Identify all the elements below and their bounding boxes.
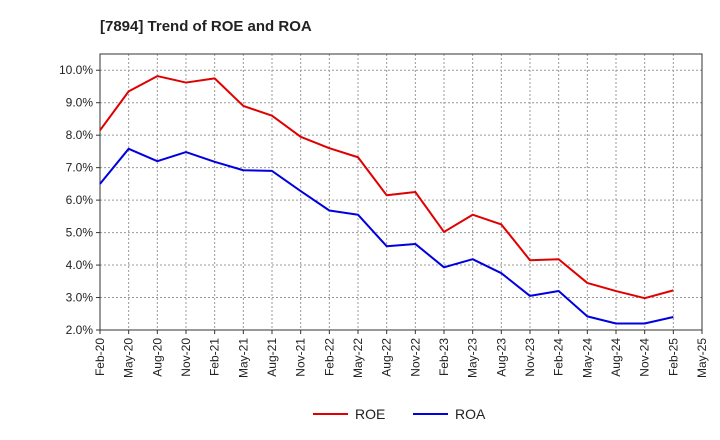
y-tick-label: 7.0%: [66, 161, 94, 175]
x-tick-label: Nov-22: [408, 338, 422, 377]
x-tick-label: Nov-23: [523, 338, 537, 377]
y-tick-label: 6.0%: [66, 193, 94, 207]
x-tick-label: Feb-22: [322, 338, 336, 376]
x-tick-label: Aug-20: [150, 338, 164, 377]
legend-label-roa: ROA: [455, 406, 486, 422]
series-line-roa: [99, 147, 674, 325]
x-tick-label: Feb-21: [208, 338, 222, 376]
legend-label-roe: ROE: [355, 406, 385, 422]
plot-area: [99, 53, 703, 331]
y-tick-label: 8.0%: [66, 128, 94, 142]
y-tick-label: 3.0%: [66, 291, 94, 305]
x-tick-label: Feb-25: [666, 338, 680, 376]
grid: [100, 54, 702, 331]
x-tick-label: Feb-20: [93, 338, 107, 376]
x-tick-label: Feb-24: [552, 338, 566, 376]
x-tick-label: Nov-21: [294, 338, 308, 377]
x-tick-label: Nov-24: [638, 338, 652, 377]
series-line-roe: [99, 75, 674, 300]
x-tick-label: May-25: [695, 338, 709, 378]
chart-title: [7894] Trend of ROE and ROA: [100, 18, 312, 35]
x-tick-label: May-22: [351, 338, 365, 378]
x-tick-label: Aug-22: [380, 338, 394, 377]
series-lines: [99, 75, 674, 325]
x-tick-label: May-23: [466, 338, 480, 378]
x-axis: Feb-20 May-20 Aug-20 Nov-20 Feb-21 May-21 Aug-…: [93, 330, 709, 378]
x-tick-label: May-21: [236, 338, 250, 378]
y-tick-label: 4.0%: [66, 258, 94, 272]
x-tick-label: Aug-23: [494, 338, 508, 377]
y-tick-label: 10.0%: [59, 63, 93, 77]
x-tick-label: Aug-21: [265, 338, 279, 377]
legend: ROE ROA: [313, 406, 486, 422]
y-axis: 2.0% 3.0% 4.0% 5.0% 6.0% 7.0% 8.0% 9.0% 10.0%: [59, 63, 100, 337]
x-tick-label: Feb-23: [437, 338, 451, 376]
y-tick-label: 9.0%: [66, 96, 94, 110]
y-tick-label: 2.0%: [66, 323, 94, 337]
y-tick-label: 5.0%: [66, 226, 94, 240]
x-tick-label: Aug-24: [609, 338, 623, 377]
x-tick-label: Nov-20: [179, 338, 193, 377]
x-tick-label: May-20: [122, 338, 136, 378]
x-tick-label: May-24: [580, 338, 594, 378]
